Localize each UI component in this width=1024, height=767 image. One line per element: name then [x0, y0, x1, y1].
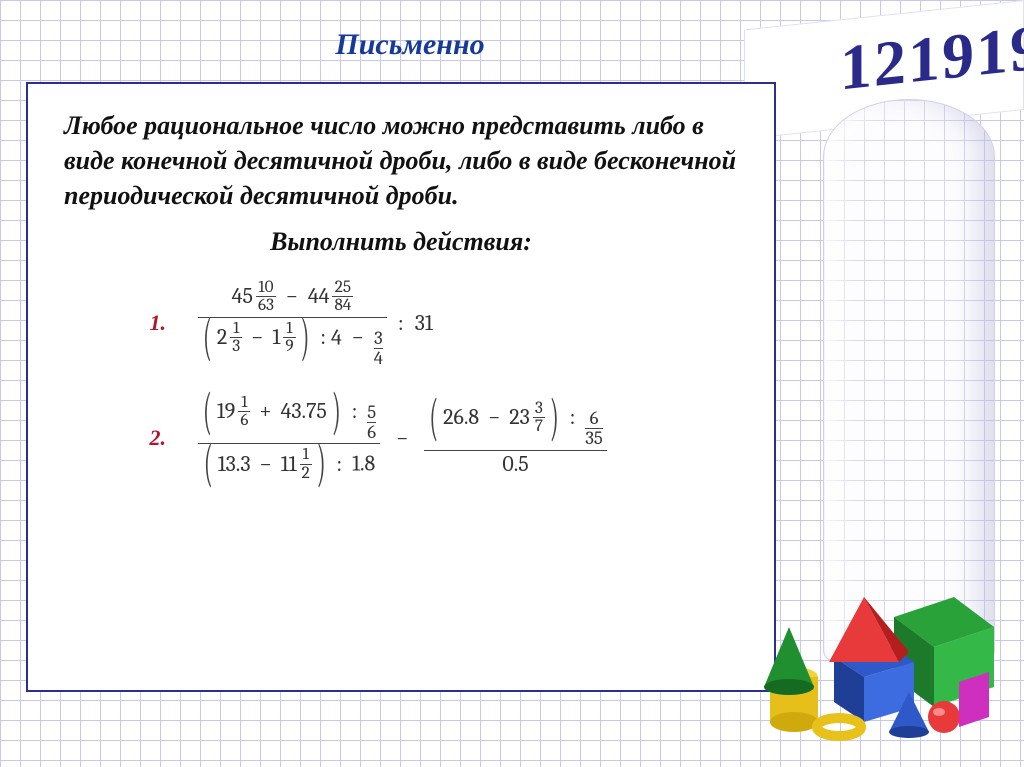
exercise-number: 1. — [56, 310, 198, 336]
task-subtitle: Выполнить действия: — [56, 227, 746, 257]
content-box: Любое рациональное число можно представи… — [26, 82, 776, 692]
exercise-row: 2. ( 1916 + 43.75 ) : — [56, 394, 746, 482]
shapes-pile-icon — [744, 527, 1004, 747]
page-title: Письменно — [0, 28, 820, 62]
exercise-formula: 451063 − 442584 ( 213 − 119 — [198, 279, 433, 367]
exercise-formula: ( 1916 + 43.75 ) : 5 6 — [198, 394, 607, 482]
exercise-row: 1. 451063 − 442584 ( 213 − — [56, 279, 746, 367]
exercise-number: 2. — [56, 425, 198, 451]
exercise-list: 1. 451063 − 442584 ( 213 − — [56, 279, 746, 482]
theory-paragraph: Любое рациональное число можно представи… — [64, 108, 746, 213]
